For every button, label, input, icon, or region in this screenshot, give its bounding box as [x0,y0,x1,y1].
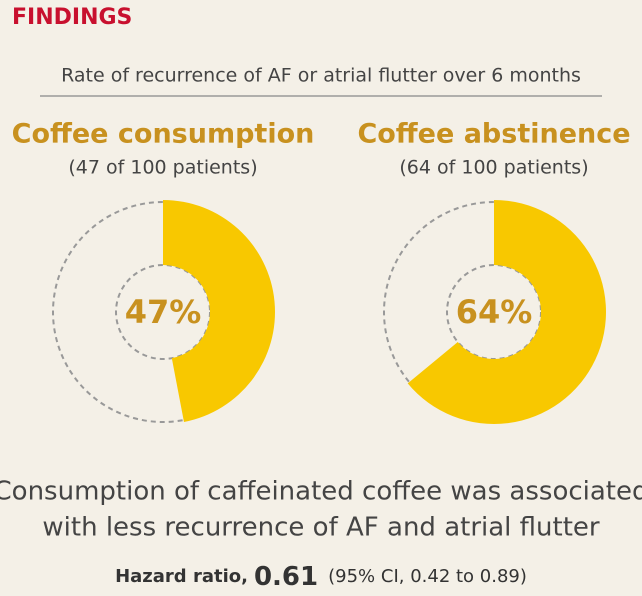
hazard-label: Hazard ratio, [115,566,248,587]
value-label: 64% [456,293,533,331]
conclusion-line: Consumption of caffeinated coffee was as… [0,477,642,507]
hazard-value: 0.61 [254,562,318,592]
hazard-ratio: Hazard ratio, 0.61 (95% CI, 0.42 to 0.89) [115,562,527,592]
chart-subtitle: (47 of 100 patients) [68,157,257,179]
value-label: 47% [125,293,202,331]
subtitle: Rate of recurrence of AF or atrial flutt… [61,65,581,87]
donut-segment [407,200,606,424]
chart-title: Coffee abstinence [357,119,630,150]
donut-segment [163,200,276,423]
chart-title: Coffee consumption [12,119,315,150]
chart-subtitle: (64 of 100 patients) [399,157,588,179]
header: FINDINGS [12,5,132,30]
hazard-ci: (95% CI, 0.42 to 0.89) [328,566,527,587]
conclusion-line: with less recurrence of AF and atrial fl… [42,513,599,543]
